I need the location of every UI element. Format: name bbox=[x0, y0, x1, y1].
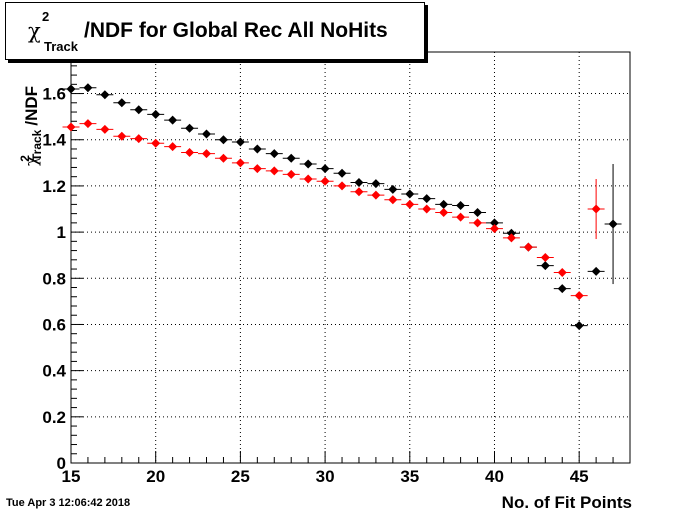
x-tick-label: 35 bbox=[400, 467, 419, 486]
series-2-point bbox=[337, 181, 347, 191]
series-2-point bbox=[185, 147, 195, 157]
series-2-point bbox=[439, 207, 449, 217]
series-2-point bbox=[168, 142, 178, 152]
series-1-point bbox=[574, 321, 584, 331]
series-2-point bbox=[235, 158, 245, 168]
series-1-point bbox=[83, 83, 93, 93]
series-1-point bbox=[151, 109, 161, 119]
x-tick-label: 15 bbox=[62, 467, 81, 486]
series-1-point bbox=[168, 115, 178, 125]
series-1-point bbox=[540, 261, 550, 271]
series-1-point bbox=[608, 219, 618, 229]
timestamp: Tue Apr 3 12:06:42 2018 bbox=[6, 497, 131, 509]
series-1-point bbox=[337, 168, 347, 178]
title-chi-symbol: χ bbox=[28, 19, 41, 43]
series-1-point bbox=[456, 201, 466, 211]
series-1-point bbox=[371, 179, 381, 189]
y-tick-label: 1.2 bbox=[42, 177, 66, 196]
series-2-point bbox=[405, 199, 415, 209]
series-2-point bbox=[269, 166, 279, 176]
series-1-point bbox=[405, 189, 415, 199]
series-2-point bbox=[354, 187, 364, 197]
series-2-point bbox=[473, 218, 483, 228]
series-1-point bbox=[473, 207, 483, 217]
y-tick-label: 0.6 bbox=[42, 315, 66, 334]
series-1-point bbox=[235, 137, 245, 147]
series-2-point bbox=[456, 212, 466, 222]
series-1-point bbox=[286, 153, 296, 163]
series-2-point bbox=[100, 124, 110, 134]
series-2-point bbox=[320, 176, 330, 186]
x-tick-label: 20 bbox=[146, 467, 165, 486]
series-1-point bbox=[202, 129, 212, 139]
series-2-point bbox=[371, 190, 381, 200]
series-2-point bbox=[151, 138, 161, 148]
series-1-point bbox=[134, 105, 144, 115]
title-text: /NDF for Global Rec All NoHits bbox=[84, 19, 388, 42]
y-axis-label: χ2Track/NDF bbox=[18, 78, 44, 166]
series-2-point bbox=[252, 164, 262, 174]
ylabel-text: /NDF bbox=[22, 85, 41, 126]
series-1-point bbox=[252, 144, 262, 154]
series-1-point bbox=[218, 135, 228, 145]
series-2-point bbox=[540, 253, 550, 262]
title-superscript: 2 bbox=[42, 9, 50, 24]
series-2-point bbox=[506, 233, 516, 243]
ylabel-subscript: Track bbox=[30, 129, 44, 161]
series-1-point bbox=[320, 164, 330, 174]
series-1-point bbox=[388, 184, 398, 194]
series-1-point bbox=[185, 123, 195, 133]
series-1-point bbox=[506, 228, 516, 238]
series-2-point bbox=[83, 119, 93, 129]
series-2-point bbox=[523, 242, 533, 252]
y-tick-label: 1 bbox=[57, 223, 66, 242]
series-2-point bbox=[117, 131, 127, 141]
y-tick-label: 1.6 bbox=[42, 85, 66, 104]
series-2-point bbox=[134, 134, 144, 144]
x-axis-label: No. of Fit Points bbox=[501, 493, 632, 512]
series-2-point bbox=[591, 204, 601, 214]
series-1-point bbox=[100, 90, 110, 100]
series-1-point bbox=[422, 194, 432, 204]
series-2-point bbox=[489, 224, 499, 234]
series-2-point bbox=[286, 169, 296, 179]
x-tick-label: 30 bbox=[316, 467, 335, 486]
series-1-point bbox=[303, 159, 313, 169]
y-tick-label: 0.8 bbox=[42, 269, 66, 288]
y-tick-label: 1.4 bbox=[42, 131, 66, 150]
x-tick-label: 45 bbox=[570, 467, 589, 486]
series-2-point bbox=[422, 204, 432, 214]
series-2-point bbox=[574, 291, 584, 301]
series-2-point bbox=[557, 268, 567, 278]
y-tick-label: 0 bbox=[57, 454, 66, 473]
x-tick-label: 25 bbox=[231, 467, 250, 486]
series-2-point bbox=[218, 153, 228, 163]
series-1-point bbox=[269, 149, 279, 159]
series-2-point bbox=[388, 195, 398, 205]
series-2-point bbox=[202, 149, 212, 159]
title-subscript: Track bbox=[44, 39, 78, 54]
chart-title: χ 2 Track /NDF for Global Rec All NoHits bbox=[5, 2, 425, 60]
series-2-point bbox=[303, 174, 313, 184]
series-1-point bbox=[66, 84, 76, 94]
x-tick-label: 40 bbox=[485, 467, 504, 486]
series-1-point bbox=[117, 98, 127, 108]
series-1-point bbox=[354, 177, 364, 187]
y-tick-label: 0.4 bbox=[42, 362, 66, 381]
series-2-point bbox=[66, 122, 76, 132]
y-tick-label: 0.2 bbox=[42, 408, 66, 427]
series-1-point bbox=[439, 199, 449, 209]
series-1-point bbox=[591, 266, 601, 276]
series-1-point bbox=[489, 218, 499, 228]
series-1-point bbox=[557, 284, 567, 294]
